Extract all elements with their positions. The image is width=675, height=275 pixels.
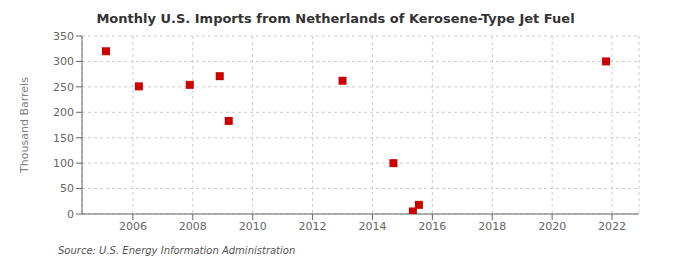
svg-text:2020: 2020 xyxy=(538,220,566,233)
svg-text:0: 0 xyxy=(67,208,74,221)
svg-text:300: 300 xyxy=(53,55,74,68)
svg-text:2014: 2014 xyxy=(358,220,386,233)
svg-text:150: 150 xyxy=(53,132,74,145)
svg-text:2008: 2008 xyxy=(179,220,207,233)
svg-text:2022: 2022 xyxy=(598,220,626,233)
html-text:Monthly U.S. Imports from Neth: Monthly U.S. Imports from Netherlands of… xyxy=(96,11,575,26)
svg-text:2012: 2012 xyxy=(299,220,327,233)
svg-text:250: 250 xyxy=(53,81,74,94)
svg-text:2018: 2018 xyxy=(478,220,506,233)
svg-text:50: 50 xyxy=(60,182,74,195)
svg-text:2006: 2006 xyxy=(119,220,147,233)
svg-text:Thousand Barrels: Thousand Barrels xyxy=(18,77,31,174)
svg-text:2010: 2010 xyxy=(239,220,267,233)
svg-text:200: 200 xyxy=(53,106,74,119)
svg-text:2016: 2016 xyxy=(418,220,446,233)
svg-text:100: 100 xyxy=(53,157,74,170)
svg-text:350: 350 xyxy=(53,30,74,43)
html-text:Source: U.S. Energy Informatio: Source: U.S. Energy Information Administ… xyxy=(58,245,296,256)
